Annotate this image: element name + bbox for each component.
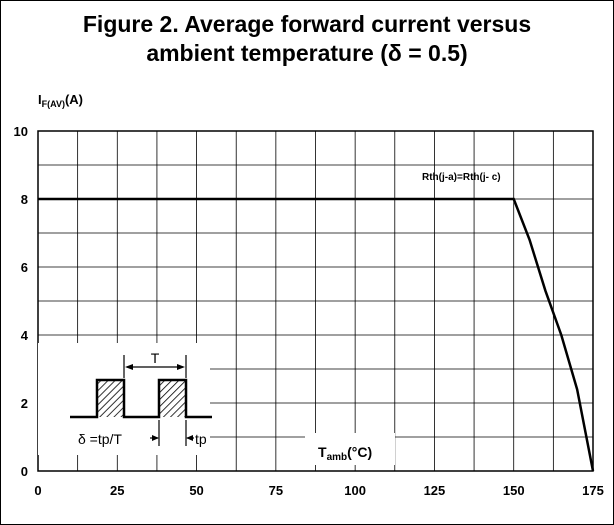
tick-labels: 0 25 50 75 100 125 150 175 0 2 4 6 8 10 bbox=[14, 124, 604, 498]
y-tick-label: 10 bbox=[14, 124, 28, 139]
rth-annotation: Rth(j-a)=Rth(j- c) bbox=[422, 172, 501, 183]
x-axis-title-background bbox=[305, 433, 395, 465]
y-tick-label: 6 bbox=[21, 260, 28, 275]
x-tick-label: 25 bbox=[110, 483, 124, 498]
y-tick-label: 2 bbox=[21, 396, 28, 411]
plot-border bbox=[37, 130, 594, 472]
x-tick-label: 0 bbox=[34, 483, 41, 498]
y-tick-label: 4 bbox=[21, 328, 29, 343]
chart-title-line2: ambient temperature (δ = 0.5) bbox=[146, 40, 468, 66]
period-label: T bbox=[151, 350, 160, 366]
pulse-waveform bbox=[70, 378, 212, 419]
pulse-1 bbox=[97, 380, 124, 417]
period-arrow-left bbox=[125, 364, 133, 370]
period-arrow-right bbox=[177, 364, 185, 370]
x-tick-label: 150 bbox=[503, 483, 525, 498]
duty-cycle-label: δ =tp/T bbox=[78, 431, 122, 447]
y-axis-title: IF(AV)(A) bbox=[38, 92, 83, 109]
derating-curve bbox=[38, 197, 595, 472]
tp-arrow-left bbox=[152, 435, 159, 441]
y-tick-label: 0 bbox=[21, 464, 28, 479]
tp-arrow-right bbox=[186, 435, 193, 441]
x-axis-title: Tamb(°C) bbox=[318, 444, 372, 463]
chart-title-line1: Figure 2. Average forward current versus bbox=[82, 11, 532, 37]
x-tick-label: 125 bbox=[424, 483, 446, 498]
x-tick-label: 50 bbox=[189, 483, 203, 498]
x-tick-label: 100 bbox=[344, 483, 366, 498]
y-tick-label: 8 bbox=[21, 192, 28, 207]
pulse-2 bbox=[159, 380, 186, 417]
x-tick-label: 175 bbox=[582, 483, 604, 498]
tp-label: tp bbox=[195, 431, 207, 447]
x-tick-label: 75 bbox=[269, 483, 283, 498]
